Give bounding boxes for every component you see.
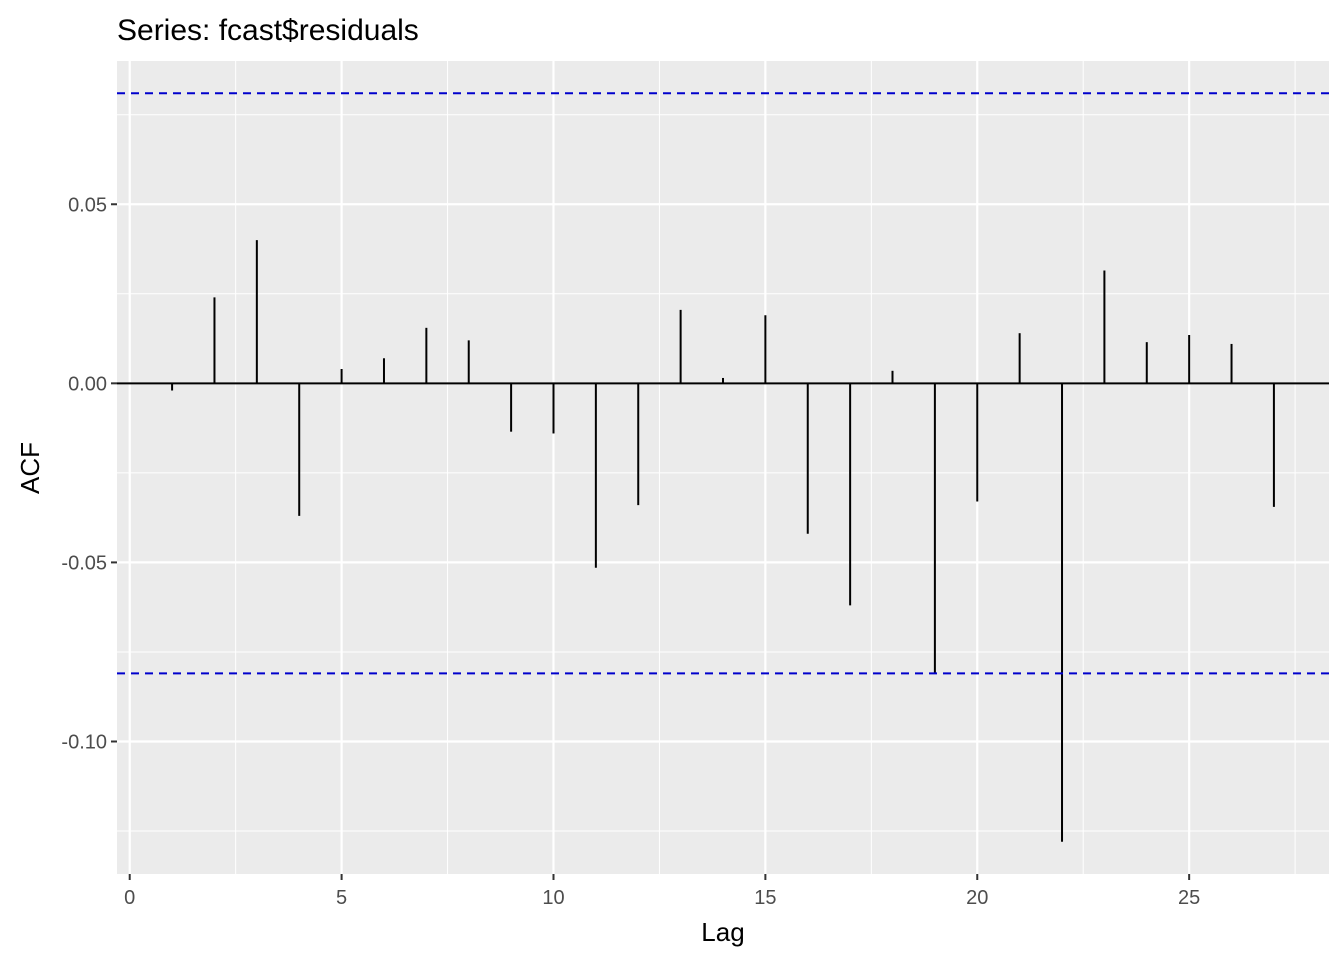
y-tick-label: -0.05 [61,552,107,574]
y-tick-label: -0.10 [61,731,107,753]
x-tick-label: 10 [542,887,564,909]
y-tick-label: 0.00 [68,373,107,395]
x-tick-label: 15 [754,887,776,909]
x-tick-label: 25 [1178,887,1200,909]
x-tick-label: 0 [124,887,135,909]
y-tick-label: 0.05 [68,194,107,216]
acf-bars [171,240,1275,842]
confidence-bounds [117,92,1329,675]
x-tick-label: 5 [336,887,347,909]
y-axis: 0.05 0.00 -0.05 -0.10 [61,194,117,753]
x-axis: 0 5 10 15 20 25 [124,874,1200,909]
x-tick-label: 20 [966,887,988,909]
plot-panel [117,61,1329,874]
y-axis-title: ACF [15,442,45,494]
minor-gridlines [117,61,1329,874]
x-axis-title: Lag [701,917,744,947]
chart-title: Series: fcast$residuals [117,14,419,47]
